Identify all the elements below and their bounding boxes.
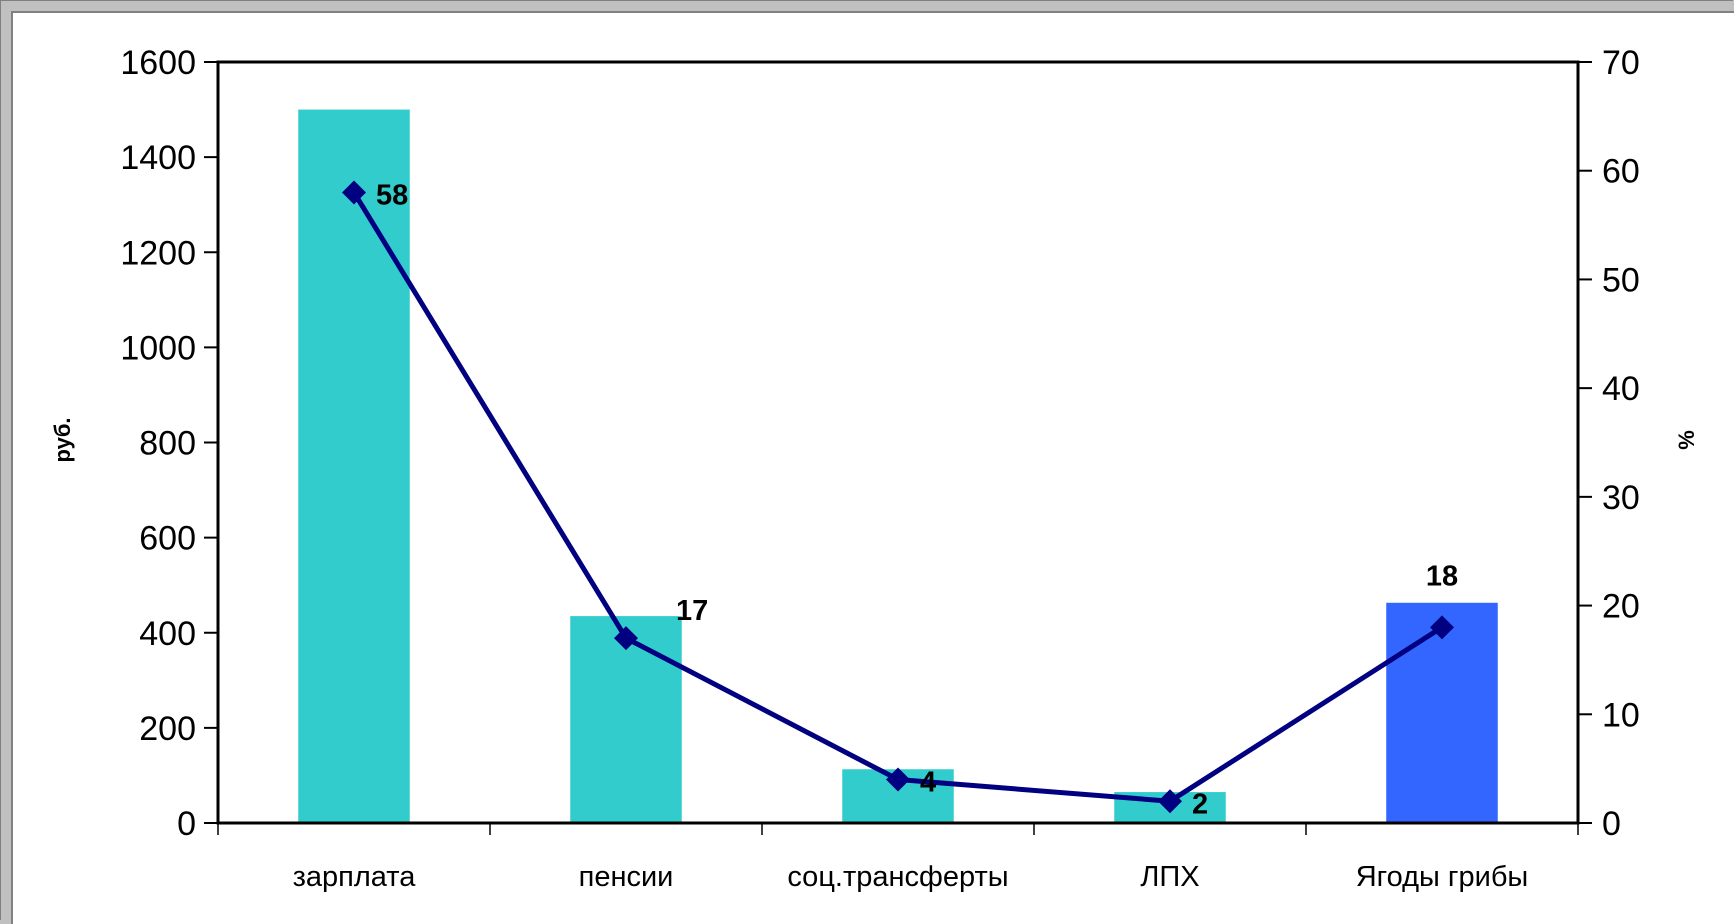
line-layer (342, 180, 1454, 814)
data-label-1: 17 (676, 595, 708, 627)
bar-4 (1386, 602, 1498, 823)
y-tick-label-8: 1600 (120, 44, 196, 82)
data-label-4: 18 (1426, 560, 1458, 592)
data-label-0: 58 (376, 179, 408, 211)
data-label-3: 2 (1192, 788, 1208, 820)
line-series (351, 191, 1444, 804)
y-tick-label-2: 400 (139, 615, 196, 653)
data-label-2: 4 (920, 767, 936, 799)
y-right-tick-label-0: 0 (1602, 805, 1621, 843)
bars-layer (298, 109, 1498, 823)
line-marker-0 (342, 180, 366, 205)
line-marker-2 (886, 767, 910, 792)
x-tick-label-4: Ягоды грибы (1356, 861, 1529, 893)
y-tick-label-7: 1400 (120, 139, 196, 177)
x-tick-label-0: зарплата (293, 861, 417, 893)
x-tick-label-3: ЛПХ (1140, 861, 1199, 893)
y-right-tick-label-7: 70 (1602, 44, 1640, 82)
y-tick-label-6: 1200 (120, 234, 196, 272)
y-tick-label-4: 800 (139, 425, 196, 463)
y-tick-label-0: 0 (177, 805, 196, 843)
y-axis-right-title: % (1674, 430, 1699, 450)
x-tick-label-2: соц.трансферты (787, 861, 1008, 893)
y-axis-title: руб. (50, 417, 75, 462)
y-tick-label-5: 1000 (120, 329, 196, 367)
axes-layer: 0 200 400 600 800 1000 1200 1400 1600 0 10 20 30 40 50… (120, 44, 1639, 893)
x-tick-label-1: пенсии (579, 861, 674, 893)
line-marker-1 (614, 626, 638, 651)
bar-0 (298, 109, 410, 823)
y-right-tick-label-4: 40 (1602, 370, 1640, 408)
y-tick-label-3: 600 (139, 520, 196, 558)
line-marker-4 (1430, 615, 1454, 640)
y-right-tick-label-3: 30 (1602, 479, 1640, 517)
y-right-tick-label-5: 50 (1602, 261, 1640, 299)
line-marker-3 (1158, 789, 1182, 814)
y-right-tick-label-6: 60 (1602, 153, 1640, 191)
bar-1 (570, 616, 682, 823)
y-tick-label-1: 200 (139, 710, 196, 748)
y-right-tick-label-2: 20 (1602, 588, 1640, 626)
plot-frame (216, 60, 1580, 825)
labels-layer: 58 17 4 2 18 (376, 179, 1458, 820)
y-right-tick-label-1: 10 (1602, 696, 1640, 734)
